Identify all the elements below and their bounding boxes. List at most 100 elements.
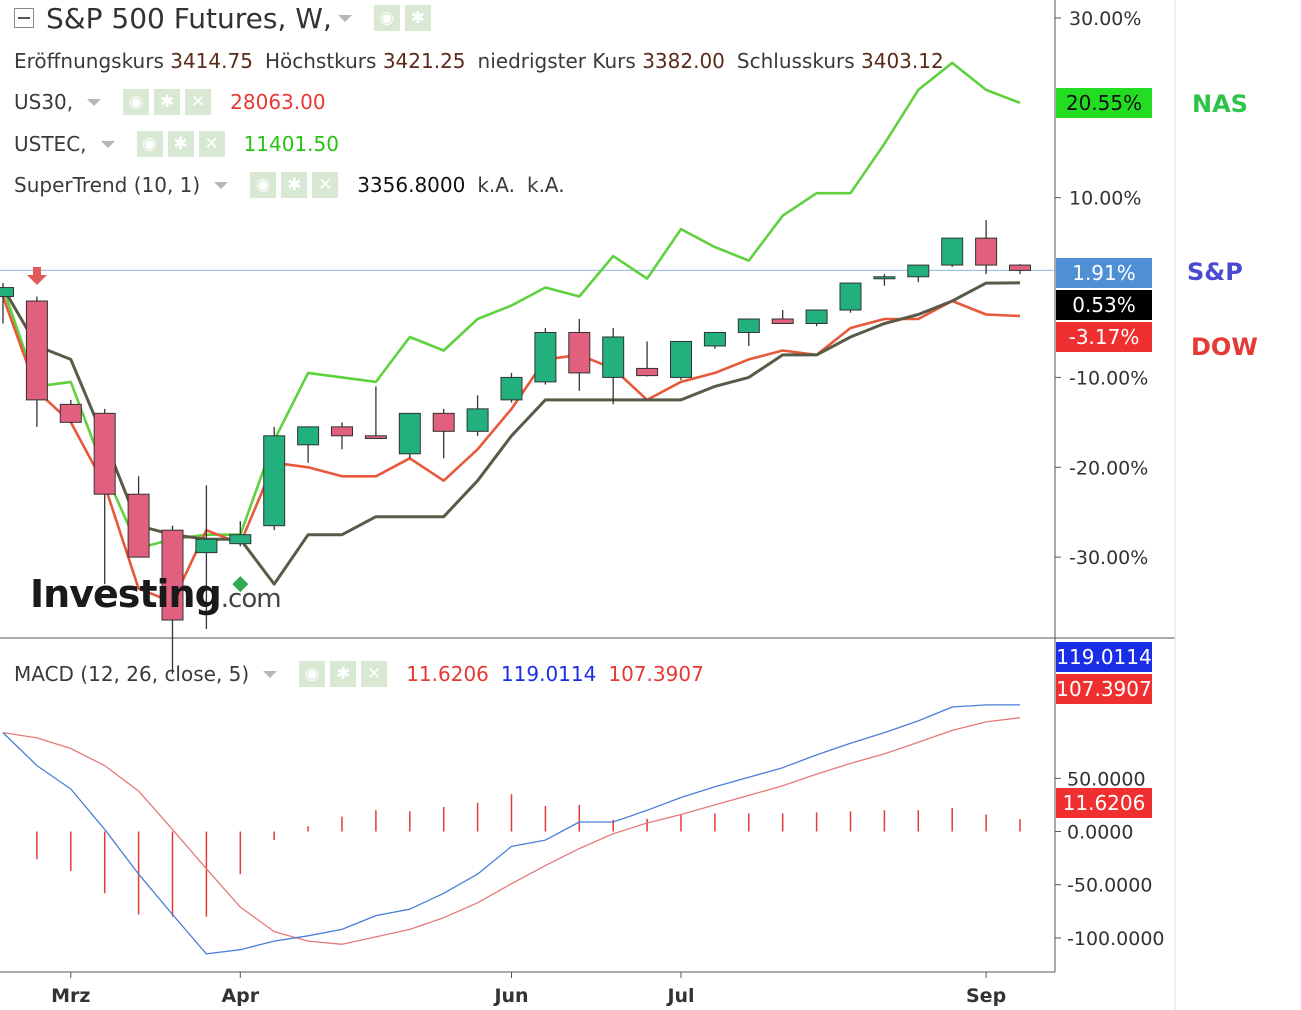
gear-icon[interactable]: ✱ — [154, 89, 181, 115]
buy-signal-diamond-icon — [232, 576, 249, 593]
candle-body — [636, 367, 659, 377]
candle-body — [1009, 264, 1031, 271]
price-axis-label: -20.00% — [1069, 457, 1148, 479]
us30-value: 28063.00 — [230, 90, 326, 114]
candle-body — [737, 318, 760, 333]
macd-axis-label: -100.0000 — [1067, 928, 1165, 950]
legend-us30[interactable]: US30, ◉ ✱ ✕ 28063.00 — [14, 85, 338, 119]
us30-label: US30, — [14, 90, 74, 114]
macd-pane — [2, 704, 1021, 955]
ohlc-close: Schlusskurs 3403.12 — [736, 49, 944, 73]
gear-icon[interactable]: ✱ — [330, 661, 357, 687]
nas-side-label: NAS — [1192, 90, 1248, 118]
sp-side-label: S&P — [1187, 258, 1243, 286]
candle-body — [0, 287, 14, 298]
macd-value: 119.0114 — [500, 662, 597, 686]
supertrend-na-2: k.A. — [526, 173, 565, 197]
candle-body — [602, 336, 625, 378]
candle-body — [25, 300, 48, 401]
sp-price-tag: 1.91% — [1056, 258, 1152, 288]
eye-icon[interactable]: ◉ — [123, 89, 150, 115]
candle-body — [161, 529, 184, 621]
collapse-toggle-icon[interactable] — [14, 8, 34, 28]
price-axis-label: -10.00% — [1069, 367, 1148, 389]
candle-body — [195, 538, 218, 554]
close-icon[interactable]: ✕ — [185, 89, 212, 115]
candle-body — [703, 331, 726, 347]
chevron-down-icon[interactable] — [214, 181, 229, 189]
candle-body — [670, 340, 692, 378]
chevron-down-icon[interactable] — [263, 670, 278, 678]
candle-body — [59, 403, 82, 423]
macd-axis-label: 0.0000 — [1067, 822, 1133, 844]
supertrend-na-1: k.A. — [477, 173, 515, 197]
macd-line — [2, 704, 1020, 955]
candle-body — [941, 237, 964, 266]
eye-icon[interactable]: ◉ — [250, 172, 277, 198]
close-icon[interactable]: ✕ — [198, 131, 225, 157]
candle-body — [297, 426, 320, 446]
watermark-suffix: .com — [220, 584, 282, 614]
chevron-down-icon[interactable] — [100, 140, 115, 148]
signal-price-tag: 107.3907 — [1056, 674, 1152, 704]
chart-title: S&P 500 Futures, W, — [46, 1, 332, 35]
ohlc-low: niedrigster Kurs 3382.00 — [477, 49, 725, 73]
ustec-label: USTEC, — [14, 132, 87, 156]
candle-body — [466, 408, 489, 432]
ohlc-row: Eröffnungskurs 3414.75 Höchstkurs 3421.2… — [14, 44, 956, 78]
chevron-down-icon[interactable] — [337, 14, 352, 22]
macd-price-tag: 119.0114 — [1056, 642, 1152, 672]
gear-icon[interactable]: ✱ — [281, 172, 308, 198]
investing-watermark: Investing.com — [30, 572, 282, 616]
supertrend-value: 3356.8000 — [357, 173, 466, 197]
supertrend-line — [1, 281, 1021, 586]
legend-macd[interactable]: MACD (12, 26, close, 5) ◉ ✱ ✕ 11.6206 119.… — [14, 657, 704, 691]
close-icon[interactable]: ✕ — [312, 172, 339, 198]
eye-icon[interactable]: ◉ — [299, 661, 326, 687]
macd-axis-label: -50.0000 — [1067, 875, 1152, 897]
candle-body — [500, 376, 523, 401]
candle-body — [839, 282, 862, 311]
supertrend-price-tag: 0.53% — [1056, 290, 1152, 320]
ohlc-open: Eröffnungskurs 3414.75 — [14, 49, 253, 73]
candle-body — [534, 331, 557, 383]
ustec-value: 11401.50 — [243, 132, 339, 156]
histogram-price-tag: 11.6206 — [1056, 788, 1152, 818]
macd-signal-line — [2, 717, 1021, 945]
title-row: S&P 500 Futures, W, ◉ ✱ — [14, 0, 436, 36]
candle-body — [229, 534, 252, 545]
chevron-down-icon[interactable] — [87, 98, 102, 106]
candle-body — [263, 435, 286, 527]
gear-icon[interactable]: ✱ — [404, 5, 431, 31]
candle-body — [975, 237, 998, 266]
candle-body — [568, 331, 591, 374]
candle-body — [873, 276, 896, 280]
sell-signal-arrow-icon — [27, 267, 47, 286]
nas-price-tag: 20.55% — [1056, 88, 1152, 118]
price-axis-label: -30.00% — [1069, 547, 1148, 569]
candle-body — [127, 493, 150, 558]
candle-body — [805, 309, 828, 324]
axis-labels: 30.00% 10.00% -10.00% -20.00% -30.00% 50.0000… — [51, 8, 1164, 1007]
candle-body — [771, 318, 794, 324]
time-axis-label: Apr — [221, 985, 259, 1007]
gear-icon[interactable]: ✱ — [167, 131, 194, 157]
price-axis-label: 30.00% — [1069, 8, 1141, 30]
candle-body — [331, 426, 353, 437]
us30-line — [1, 296, 1021, 604]
macd-label: MACD (12, 26, close, 5) — [14, 662, 250, 686]
candle-body — [432, 412, 455, 432]
legend-ustec[interactable]: USTEC, ◉ ✱ ✕ 11401.50 — [14, 127, 351, 161]
ohlc-high: Höchstkurs 3421.25 — [264, 49, 466, 73]
macd-hist-value: 11.6206 — [406, 662, 489, 686]
eye-icon[interactable]: ◉ — [136, 131, 163, 157]
macd-signal-value: 107.3907 — [608, 662, 704, 686]
time-axis-label: Jul — [665, 985, 694, 1007]
legend-supertrend[interactable]: SuperTrend (10, 1) ◉ ✱ ✕ 3356.8000 k.A. k.… — [14, 168, 565, 202]
eye-icon[interactable]: ◉ — [373, 5, 400, 31]
watermark-brand: Investing — [30, 572, 222, 616]
close-icon[interactable]: ✕ — [361, 661, 388, 687]
axes-frame — [0, 0, 1176, 1010]
